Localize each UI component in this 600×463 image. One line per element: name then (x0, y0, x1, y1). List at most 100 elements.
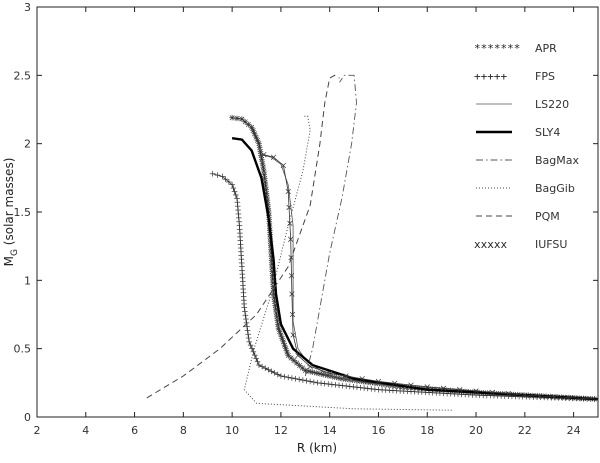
data-marker (250, 128, 256, 134)
data-marker (282, 342, 288, 348)
data-marker (288, 355, 294, 361)
data-marker (278, 332, 284, 338)
data-marker (277, 329, 283, 335)
data-marker (289, 291, 295, 297)
legend-item-bagmax: BagMax (476, 154, 580, 167)
data-marker (408, 382, 414, 388)
series-line (146, 74, 340, 399)
data-marker (239, 116, 245, 122)
data-marker (297, 363, 303, 369)
data-marker (280, 339, 286, 345)
legend-label: BagGib (535, 182, 575, 195)
legend-item-fps: +++++ FPS (474, 70, 555, 83)
legend-item-ls220: LS220 (476, 98, 569, 111)
series-pqm (146, 74, 340, 399)
x-tick-label: 18 (420, 424, 434, 437)
data-marker (261, 151, 267, 158)
data-marker (257, 145, 263, 151)
x-tick-label: 10 (225, 424, 239, 437)
data-marker (256, 141, 262, 147)
x-tick-label: 20 (469, 424, 483, 437)
y-tick-label: 1 (24, 274, 31, 287)
legend-glyph: xxxxx (474, 238, 507, 251)
data-marker (566, 394, 572, 401)
series-line (231, 137, 599, 401)
series-bagmax (304, 74, 357, 377)
series-line (304, 74, 357, 377)
legend-label: SLY4 (535, 126, 560, 139)
legend-glyph: ******* (474, 42, 520, 55)
data-marker (288, 273, 295, 279)
data-marker (473, 388, 479, 394)
data-marker (259, 156, 265, 162)
data-marker (289, 311, 296, 318)
x-tick-label: 22 (518, 424, 532, 437)
data-marker (229, 115, 235, 121)
data-marker (249, 124, 255, 130)
data-marker (283, 346, 289, 352)
series-line (243, 115, 452, 411)
data-marker (279, 335, 285, 341)
legend-label: PQM (535, 210, 560, 223)
legend-label: BagMax (535, 154, 580, 167)
plot-frame (36, 6, 599, 418)
legend-item-pqm: PQM (476, 210, 560, 223)
data-marker (489, 389, 495, 396)
data-marker (287, 220, 293, 227)
y-tick-label: 0 (24, 411, 31, 424)
data-marker (260, 164, 266, 170)
legend-item-iufsu: xxxxx IUFSU (474, 238, 567, 251)
data-marker (375, 378, 382, 385)
y-tick-label: 2 (24, 138, 31, 151)
y-tick-label: 1.5 (14, 206, 32, 219)
x-tick-label: 8 (180, 424, 187, 437)
x-tick-label: 24 (567, 424, 581, 437)
y-tick-label: 3 (24, 1, 31, 14)
data-marker (257, 148, 263, 154)
legend-glyph: +++++ (474, 70, 507, 83)
data-marker (284, 349, 290, 355)
legend-item-apr: ******* APR (474, 42, 557, 55)
legend-label: FPS (535, 70, 555, 83)
data-marker (505, 391, 512, 397)
data-marker (253, 134, 259, 140)
data-marker (255, 137, 260, 143)
data-marker (307, 363, 313, 370)
data-marker (285, 188, 291, 195)
data-marker (280, 162, 286, 169)
series-fps (209, 170, 599, 402)
y-axis-title: MG (solar masses) (2, 158, 20, 267)
legend-item-sly4: SLY4 (476, 126, 560, 139)
data-marker (252, 131, 258, 137)
data-marker (440, 385, 447, 391)
data-marker (275, 325, 281, 331)
x-tick-label: 6 (131, 424, 138, 437)
data-marker (299, 365, 305, 371)
legend-item-baggib: BagGib (476, 182, 575, 195)
data-marker (234, 115, 240, 121)
x-tick-label: 16 (371, 424, 385, 437)
data-marker (580, 395, 587, 402)
series-baggib (243, 115, 452, 411)
data-marker (359, 376, 365, 382)
legend-label: APR (535, 42, 557, 55)
data-marker (285, 353, 291, 358)
data-marker (392, 380, 398, 386)
data-marker (522, 392, 528, 398)
data-marker (457, 387, 463, 393)
data-marker (245, 122, 251, 128)
data-marker (343, 373, 349, 379)
data-marker (327, 370, 333, 376)
data-marker (551, 394, 557, 400)
x-tick-label: 4 (82, 424, 89, 437)
legend: ******* APR +++++ FPS LS220 SLY4 BagMax BagGib P… (474, 42, 580, 251)
legend-label: IUFSU (535, 238, 567, 251)
data-marker (286, 204, 292, 211)
series-iufsu (261, 151, 599, 402)
y-tick-label: 0.5 (14, 343, 32, 356)
data-marker (288, 254, 294, 261)
data-marker (295, 352, 301, 359)
x-tick-label: 14 (323, 424, 337, 437)
